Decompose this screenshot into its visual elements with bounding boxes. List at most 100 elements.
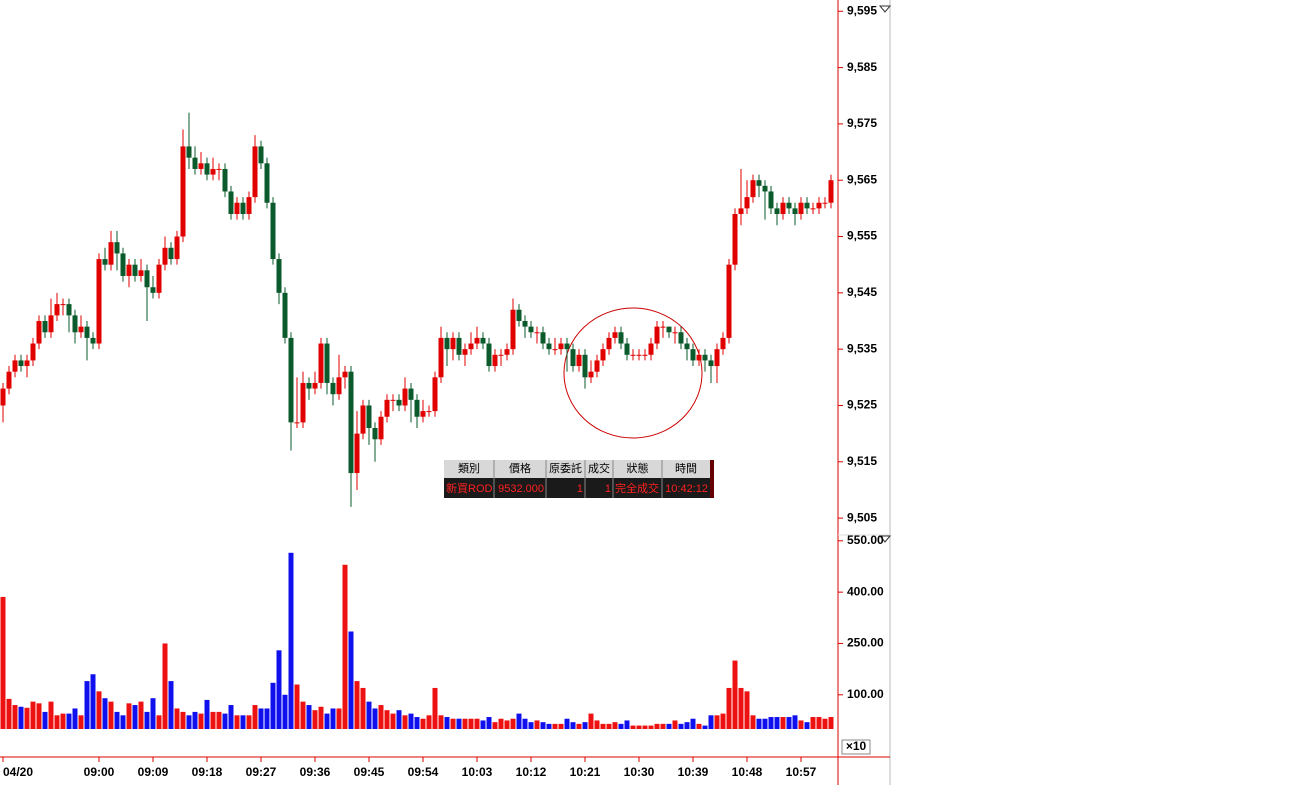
volume-bar bbox=[492, 722, 498, 729]
volume-bar bbox=[6, 698, 12, 729]
volume-bar bbox=[648, 725, 654, 729]
candle-body bbox=[366, 405, 372, 428]
table-cell: 1 bbox=[577, 483, 583, 495]
candle-body bbox=[282, 292, 288, 338]
candle-body bbox=[750, 180, 756, 198]
candle-body bbox=[60, 304, 66, 306]
candle-body bbox=[720, 337, 726, 350]
x-tick-label: 10:21 bbox=[570, 765, 601, 779]
x-tick-label: 10:12 bbox=[516, 765, 547, 779]
candle-body bbox=[450, 337, 456, 350]
candle-body bbox=[528, 326, 534, 333]
candle-body bbox=[24, 360, 30, 367]
volume-bar bbox=[150, 698, 156, 729]
volume-bar bbox=[582, 722, 588, 729]
volume-bar bbox=[186, 715, 192, 729]
candle-body bbox=[78, 326, 84, 333]
y-tick-label: 9,535 bbox=[847, 341, 877, 355]
candle-body bbox=[552, 349, 558, 351]
volume-bar bbox=[654, 723, 660, 729]
volume-bar bbox=[642, 725, 648, 729]
table-header-cell: 原委託 bbox=[549, 461, 582, 475]
candle-body bbox=[360, 405, 366, 434]
candle-body bbox=[780, 202, 786, 214]
candle-body bbox=[708, 360, 714, 367]
candle-body bbox=[582, 354, 588, 378]
candle-body bbox=[270, 202, 276, 260]
candle-body bbox=[126, 264, 132, 276]
volume-bar bbox=[300, 701, 306, 729]
scroll-arrow[interactable] bbox=[878, 5, 892, 13]
volume-bar bbox=[90, 674, 96, 729]
candle-body bbox=[522, 321, 528, 327]
volume-bar bbox=[384, 710, 390, 729]
volume-bar bbox=[666, 723, 672, 729]
volume-bar bbox=[780, 717, 786, 729]
candle-body bbox=[228, 191, 234, 214]
candle-body bbox=[330, 382, 336, 395]
candle-body bbox=[18, 360, 24, 367]
volume-bar bbox=[696, 723, 702, 729]
candle-body bbox=[276, 259, 282, 293]
candle-body bbox=[48, 315, 54, 333]
volume-bar bbox=[498, 718, 504, 729]
candle-body bbox=[690, 349, 696, 361]
candle-body bbox=[54, 304, 60, 316]
volume-bar bbox=[126, 703, 132, 729]
volume-bar bbox=[726, 687, 732, 729]
candle-body bbox=[486, 343, 492, 367]
volume-bar bbox=[798, 720, 804, 729]
volume-bar bbox=[402, 715, 408, 729]
volume-bar bbox=[630, 725, 636, 729]
candle-body bbox=[642, 354, 648, 356]
candle-body bbox=[192, 157, 198, 169]
candle-body bbox=[186, 146, 192, 158]
volume-bar bbox=[408, 713, 414, 729]
candle-body bbox=[426, 411, 432, 413]
volume-bar bbox=[378, 705, 384, 729]
candle-body bbox=[738, 208, 744, 214]
volume-bar bbox=[606, 723, 612, 729]
table-header-cell: 狀態 bbox=[627, 461, 649, 475]
volume-bar bbox=[72, 708, 78, 729]
scroll-arrow[interactable] bbox=[878, 535, 892, 543]
y-tick-label: 9,525 bbox=[847, 398, 877, 412]
volume-bar bbox=[252, 705, 258, 729]
table-header-cell: 成交 bbox=[588, 461, 610, 475]
volume-bar bbox=[114, 711, 120, 729]
volume-bar bbox=[684, 722, 690, 729]
volume-bar bbox=[534, 720, 540, 729]
y-tick-label: 250.00 bbox=[847, 636, 884, 650]
candle-body bbox=[504, 349, 510, 355]
candle-body bbox=[828, 180, 834, 203]
volume-bar bbox=[672, 720, 678, 729]
volume-bar bbox=[708, 715, 714, 729]
volume-bar bbox=[138, 701, 144, 729]
volume-bar bbox=[450, 718, 456, 729]
volume-bar bbox=[600, 723, 606, 729]
volume-bar bbox=[0, 596, 6, 729]
volume-bar bbox=[546, 723, 552, 729]
candle-body bbox=[516, 309, 522, 321]
candle-body bbox=[246, 197, 252, 214]
volume-bar bbox=[612, 722, 618, 729]
unit-box bbox=[841, 739, 871, 755]
candle-body bbox=[558, 343, 564, 350]
volume-bar bbox=[372, 708, 378, 729]
candle-body bbox=[138, 270, 144, 276]
candle-body bbox=[444, 337, 450, 350]
candle-body bbox=[546, 343, 552, 350]
volume-bar bbox=[348, 631, 354, 729]
x-tick-label: 09:36 bbox=[300, 765, 331, 779]
volume-bar bbox=[210, 711, 216, 729]
candle-body bbox=[792, 208, 798, 214]
table-header-cell: 時間 bbox=[675, 462, 697, 475]
volume-bar bbox=[174, 708, 180, 729]
candle-body bbox=[378, 416, 384, 440]
volume-bar bbox=[558, 723, 564, 729]
volume-bar bbox=[702, 725, 708, 729]
volume-bar bbox=[504, 720, 510, 729]
x-tick-label: 10:48 bbox=[732, 765, 763, 779]
volume-bar bbox=[540, 722, 546, 729]
candle-body bbox=[666, 326, 672, 333]
